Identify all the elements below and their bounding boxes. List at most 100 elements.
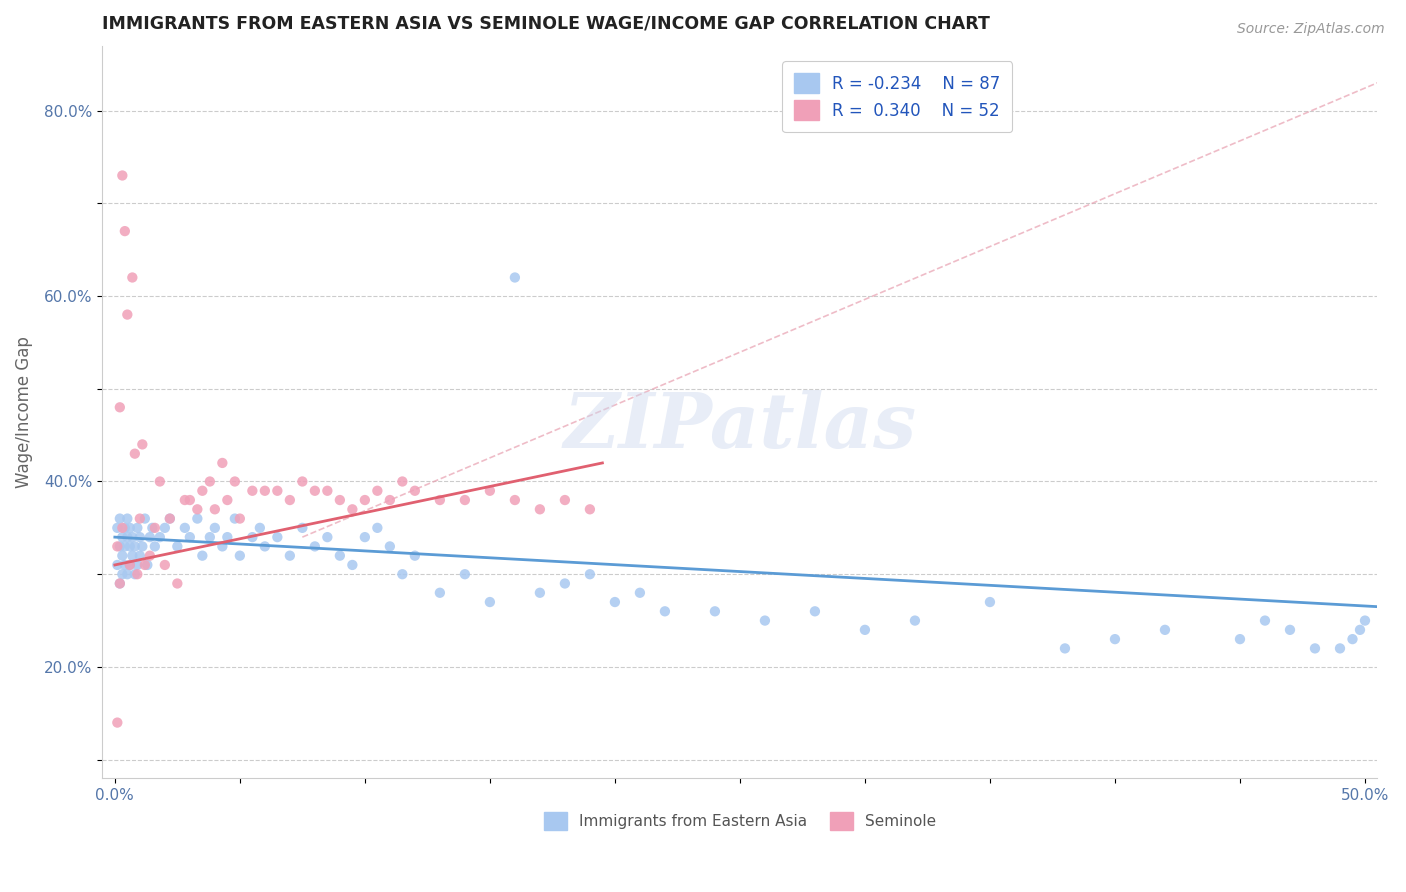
Point	[266, 483, 288, 498]
Point	[121, 270, 143, 285]
Point	[139, 549, 162, 563]
Point	[111, 549, 134, 563]
Point	[554, 493, 576, 508]
Point	[149, 475, 172, 489]
Point	[117, 511, 139, 525]
Point	[354, 493, 377, 508]
Point	[105, 521, 128, 535]
Point	[118, 558, 141, 572]
Point	[143, 540, 166, 554]
Point	[127, 521, 149, 535]
Point	[128, 511, 150, 525]
Point	[143, 521, 166, 535]
Point	[253, 540, 276, 554]
Point	[179, 530, 201, 544]
Point	[304, 483, 326, 498]
Point	[1053, 641, 1076, 656]
Point	[111, 530, 134, 544]
Legend: Immigrants from Eastern Asia, Seminole: Immigrants from Eastern Asia, Seminole	[537, 805, 942, 837]
Point	[404, 483, 426, 498]
Point	[904, 614, 927, 628]
Point	[853, 623, 876, 637]
Point	[159, 511, 181, 525]
Point	[654, 604, 676, 618]
Point	[114, 558, 136, 572]
Point	[211, 456, 233, 470]
Point	[105, 715, 128, 730]
Point	[1154, 623, 1177, 637]
Point	[153, 521, 176, 535]
Point	[229, 511, 252, 525]
Point	[118, 521, 141, 535]
Point	[173, 493, 195, 508]
Point	[266, 530, 288, 544]
Point	[186, 511, 208, 525]
Point	[204, 521, 226, 535]
Point	[108, 576, 131, 591]
Point	[1354, 614, 1376, 628]
Point	[229, 549, 252, 563]
Point	[603, 595, 626, 609]
Point	[404, 549, 426, 563]
Point	[316, 530, 339, 544]
Point	[1254, 614, 1277, 628]
Point	[134, 558, 156, 572]
Point	[179, 493, 201, 508]
Point	[108, 511, 131, 525]
Point	[111, 567, 134, 582]
Point	[291, 521, 314, 535]
Point	[478, 483, 501, 498]
Point	[1278, 623, 1301, 637]
Point	[166, 576, 188, 591]
Point	[253, 483, 276, 498]
Point	[139, 530, 162, 544]
Point	[554, 576, 576, 591]
Point	[217, 493, 239, 508]
Point	[804, 604, 827, 618]
Point	[291, 475, 314, 489]
Point	[366, 521, 388, 535]
Point	[108, 576, 131, 591]
Point	[149, 530, 172, 544]
Point	[316, 483, 339, 498]
Point	[118, 540, 141, 554]
Point	[121, 530, 143, 544]
Point	[329, 549, 352, 563]
Point	[1341, 632, 1364, 647]
Point	[118, 558, 141, 572]
Point	[108, 401, 131, 415]
Point	[278, 549, 301, 563]
Point	[1348, 623, 1371, 637]
Point	[329, 493, 352, 508]
Point	[131, 540, 153, 554]
Point	[391, 475, 413, 489]
Point	[1229, 632, 1251, 647]
Point	[224, 475, 246, 489]
Text: ZIPatlas: ZIPatlas	[564, 390, 917, 464]
Point	[224, 511, 246, 525]
Point	[121, 549, 143, 563]
Point	[204, 502, 226, 516]
Point	[529, 586, 551, 600]
Point	[117, 567, 139, 582]
Point	[278, 493, 301, 508]
Point	[628, 586, 651, 600]
Point	[124, 540, 146, 554]
Point	[127, 558, 149, 572]
Point	[454, 567, 477, 582]
Point	[240, 483, 263, 498]
Point	[114, 224, 136, 238]
Point	[249, 521, 271, 535]
Point	[429, 586, 451, 600]
Point	[124, 447, 146, 461]
Point	[141, 521, 163, 535]
Point	[240, 530, 263, 544]
Point	[354, 530, 377, 544]
Y-axis label: Wage/Income Gap: Wage/Income Gap	[15, 336, 32, 488]
Point	[191, 549, 214, 563]
Point	[131, 437, 153, 451]
Text: Source: ZipAtlas.com: Source: ZipAtlas.com	[1237, 22, 1385, 37]
Point	[979, 595, 1001, 609]
Point	[111, 521, 134, 535]
Point	[429, 493, 451, 508]
